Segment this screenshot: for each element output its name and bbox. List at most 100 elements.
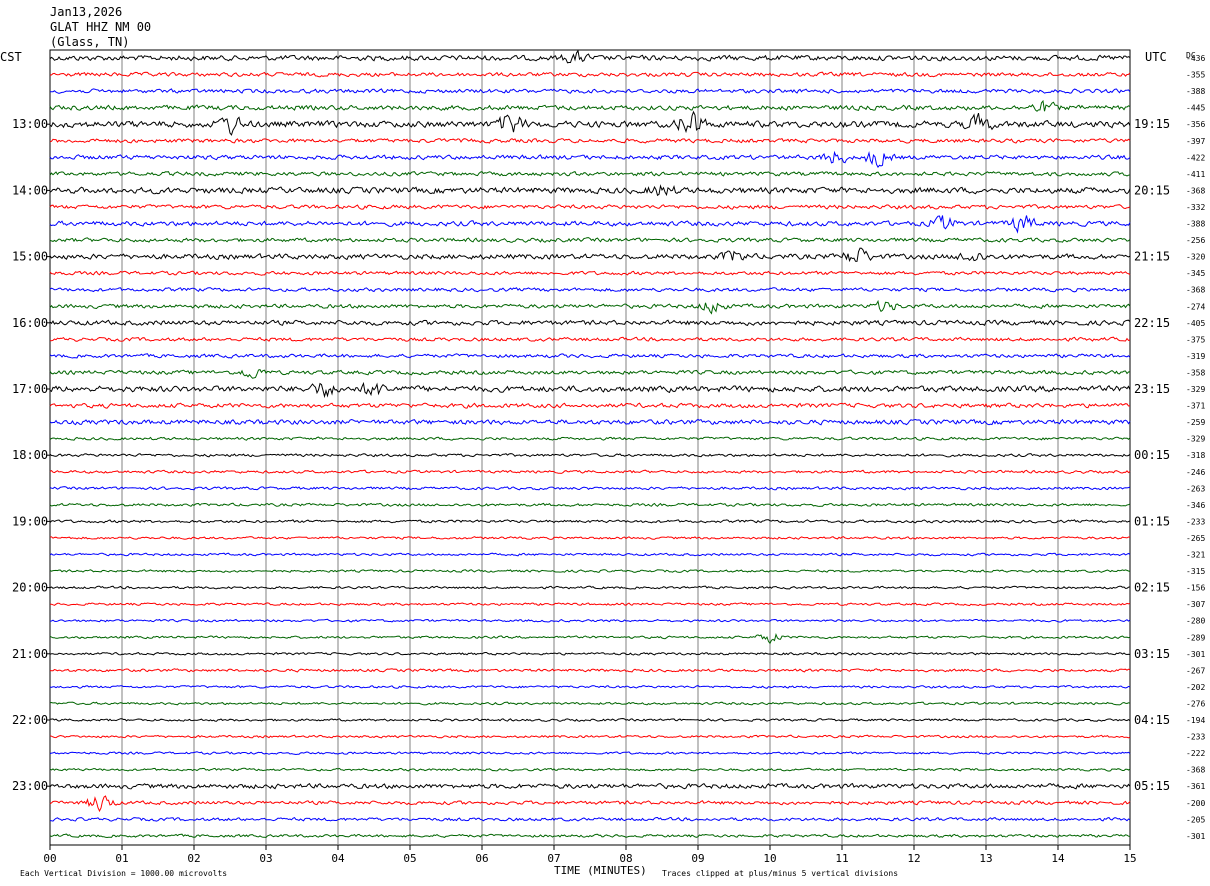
- cst-hour-label: 20:00: [12, 581, 48, 595]
- trace-0: [49, 49, 1131, 64]
- dc-offset-label: -205: [1186, 815, 1205, 824]
- dc-offset-label: -345: [1186, 269, 1205, 278]
- dc-offset-label: -422: [1186, 153, 1205, 162]
- dc-offset-label: -301: [1186, 650, 1205, 659]
- x-tick-labels: 00 01 02 03 04 05 06 07 08 09 10 11 12 13 14 15: [43, 845, 1137, 865]
- trace-44: [49, 782, 1131, 790]
- dc-label: DC: [1186, 51, 1196, 60]
- dc-offset-label: -156: [1186, 584, 1205, 593]
- dc-offset-label: -202: [1186, 683, 1205, 692]
- x-tick-label: 05: [403, 852, 416, 865]
- trace-41: [49, 734, 1131, 739]
- dc-offset-label: -329: [1186, 385, 1205, 394]
- trace-15: [49, 299, 1131, 315]
- trace-12: [49, 247, 1131, 263]
- dc-offset-label: -371: [1186, 402, 1205, 411]
- trace-1: [49, 71, 1131, 78]
- dc-offset-label: -222: [1186, 749, 1205, 758]
- trace-32: [49, 585, 1131, 590]
- trace-36: [49, 651, 1131, 656]
- x-tick-label: 06: [475, 852, 488, 865]
- dc-offset-label: -358: [1186, 368, 1205, 377]
- trace-45: [49, 795, 1131, 813]
- trace-17: [49, 336, 1131, 342]
- dc-offset-label: -319: [1186, 352, 1205, 361]
- trace-4: [49, 110, 1131, 136]
- trace-9: [49, 204, 1131, 210]
- cst-hour-label: 18:00: [12, 448, 48, 462]
- trace-42: [49, 751, 1131, 756]
- dc-offset-label: -289: [1186, 633, 1205, 642]
- dc-offset-label: -397: [1186, 137, 1205, 146]
- dc-offset-label: -301: [1186, 832, 1205, 841]
- dc-offset-label: -246: [1186, 468, 1205, 477]
- scale-note: Each Vertical Division = 1000.00 microvo…: [20, 869, 227, 878]
- trace-24: [49, 453, 1131, 458]
- header-location: (Glass, TN): [50, 35, 130, 49]
- x-tick-label: 11: [835, 852, 848, 865]
- dc-offset-label: -361: [1186, 782, 1205, 791]
- trace-2: [49, 88, 1131, 94]
- trace-18: [49, 353, 1131, 359]
- trace-31: [49, 569, 1131, 573]
- seismic-traces: [49, 49, 1131, 839]
- trace-26: [49, 486, 1131, 491]
- trace-7: [49, 170, 1131, 177]
- trace-46: [49, 816, 1131, 822]
- utc-hour-label: 20:15: [1134, 183, 1170, 197]
- cst-hour-label: 17:00: [12, 382, 48, 396]
- trace-10: [49, 215, 1131, 234]
- clip-note: Traces clipped at plus/minus 5 vertical …: [662, 869, 898, 878]
- dc-offset-label: -388: [1186, 220, 1205, 229]
- dc-offset-label: -267: [1186, 666, 1205, 675]
- header-date: Jan13,2026: [50, 5, 123, 19]
- utc-hour-label: 22:15: [1134, 316, 1170, 330]
- trace-11: [49, 237, 1131, 243]
- dc-offset-label: -436: [1186, 54, 1205, 63]
- trace-3: [49, 99, 1131, 112]
- dc-offset-label: -332: [1186, 203, 1205, 212]
- trace-28: [49, 519, 1131, 524]
- dc-offset-label: -368: [1186, 766, 1205, 775]
- utc-hour-label: 23:15: [1134, 382, 1170, 396]
- x-tick-label: 09: [691, 852, 704, 865]
- trace-23: [49, 436, 1131, 441]
- trace-6: [49, 150, 1131, 168]
- dc-offset-label: -307: [1186, 600, 1205, 609]
- dc-offset-label: -375: [1186, 335, 1205, 344]
- utc-hour-label: 21:15: [1134, 250, 1170, 264]
- trace-39: [49, 701, 1131, 706]
- trace-35: [49, 633, 1131, 645]
- dc-offset-label: -265: [1186, 534, 1205, 543]
- trace-19: [49, 369, 1131, 379]
- trace-27: [49, 502, 1131, 507]
- trace-16: [49, 319, 1131, 327]
- header-station: GLAT HHZ NM 00: [50, 20, 152, 34]
- dc-offset-label: -346: [1186, 501, 1205, 510]
- dc-offset-label: -320: [1186, 253, 1205, 262]
- dc-offset-label: -321: [1186, 551, 1205, 560]
- trace-38: [49, 685, 1131, 689]
- cst-hour-label: 22:00: [12, 713, 48, 727]
- minute-gridlines: [121, 50, 1059, 845]
- cst-hour-label: 14:00: [12, 183, 48, 197]
- dc-offset-label: -233: [1186, 517, 1205, 526]
- utc-hour-label: 00:15: [1134, 448, 1170, 462]
- x-tick-label: 02: [187, 852, 200, 865]
- dc-offset-label: -200: [1186, 799, 1205, 808]
- dc-offset-labels: -436 -355 -388 -445 -356 -397 -422 -411 -368 -332…: [1186, 54, 1205, 841]
- trace-43: [49, 767, 1131, 772]
- dc-offset-label: -445: [1186, 104, 1205, 113]
- cst-hour-label: 19:00: [12, 514, 48, 528]
- dc-offset-label: -368: [1186, 286, 1205, 295]
- trace-8: [49, 184, 1131, 197]
- trace-5: [49, 137, 1131, 144]
- trace-34: [49, 618, 1131, 623]
- dc-offset-label: -280: [1186, 617, 1205, 626]
- trace-40: [49, 717, 1131, 722]
- trace-47: [49, 833, 1131, 839]
- cst-hour-label: 15:00: [12, 250, 48, 264]
- dc-offset-label: -368: [1186, 186, 1205, 195]
- utc-hour-label: 04:15: [1134, 713, 1170, 727]
